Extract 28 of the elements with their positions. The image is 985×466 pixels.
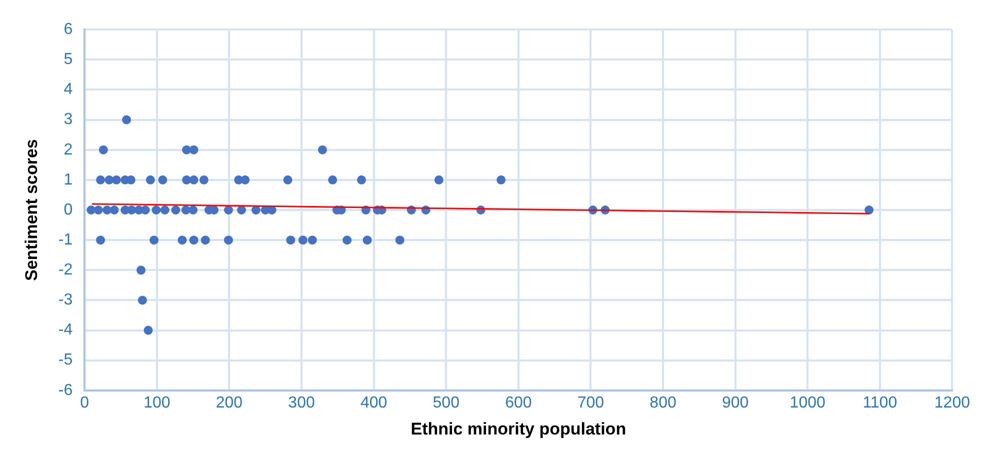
x-tick-label: 1000 [790, 394, 826, 412]
x-tick-label: 400 [360, 394, 388, 412]
y-tick-label: 3 [64, 111, 73, 128]
x-tick-label: 0 [80, 394, 90, 412]
x-tick-label: 500 [432, 394, 460, 412]
y-tick-label: 1 [64, 171, 73, 188]
y-tick-label: 6 [64, 21, 73, 38]
y-tick-label: -3 [58, 292, 73, 309]
x-tick-label: 300 [288, 394, 315, 412]
x-tick-label: 200 [216, 394, 243, 412]
y-axis-title: Sentiment scores [22, 139, 41, 281]
y-tick-label: -6 [58, 382, 73, 399]
x-tick-label: 1100 [862, 394, 898, 412]
x-tick-label: 900 [722, 394, 749, 412]
y-tick-label: -5 [58, 352, 73, 369]
y-tick-label: -2 [58, 262, 73, 279]
y-tick-label: -4 [58, 322, 73, 339]
x-tick-label: 100 [144, 394, 170, 412]
y-tick-label: 5 [64, 51, 73, 68]
x-tick-label: 700 [577, 394, 604, 412]
y-tick-label: 0 [64, 201, 73, 218]
y-tick-label: -1 [58, 231, 73, 248]
y-tick-label: 2 [64, 141, 73, 158]
x-tick-label: 1200 [934, 394, 970, 412]
x-axis-title: Ethnic minority population [410, 419, 626, 438]
x-tick-label: 800 [650, 394, 676, 412]
x-tick-label: 600 [505, 394, 532, 412]
y-tick-label: 4 [64, 81, 73, 98]
